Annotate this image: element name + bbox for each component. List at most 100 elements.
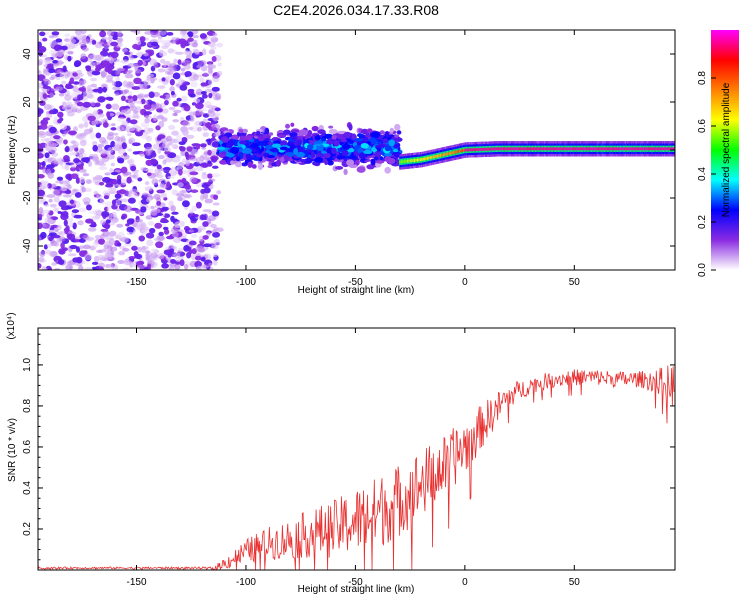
noise-cell: [58, 200, 67, 208]
echo-cell: [358, 152, 367, 159]
noise-cell: [133, 250, 139, 257]
noise-cell: [65, 225, 70, 232]
noise-cell: [71, 209, 80, 214]
noise-cell: [212, 202, 220, 206]
echo-cell: [229, 146, 240, 154]
noise-cell: [199, 78, 205, 83]
echo-cell: [354, 137, 364, 142]
noise-cell: [103, 195, 110, 200]
noise-cell: [47, 140, 55, 147]
noise-cell: [38, 58, 44, 66]
noise-cell: [110, 178, 118, 185]
noise-cell: [61, 71, 69, 75]
noise-cell: [216, 70, 223, 77]
echo-cell: [324, 158, 329, 166]
snr-frame: [37, 327, 676, 571]
noise-cell: [102, 176, 111, 183]
colorbar-tick-label: 0.6: [697, 119, 708, 133]
noise-cell: [117, 148, 126, 155]
noise-cell: [117, 157, 125, 164]
noise-cell: [94, 119, 100, 125]
echo-cell: [247, 161, 253, 168]
noise-cell: [98, 166, 108, 171]
noise-cell: [197, 225, 207, 231]
noise-cell: [99, 136, 107, 144]
noise-cell: [53, 196, 60, 203]
noise-cell: [211, 165, 219, 169]
noise-cell: [171, 37, 180, 41]
noise-cell: [215, 93, 222, 100]
noise-cell: [128, 174, 137, 178]
echo-cell: [245, 152, 252, 160]
noise-cell: [127, 158, 135, 165]
noise-cell: [104, 172, 111, 176]
noise-cell: [120, 59, 129, 64]
noise-cell: [133, 77, 142, 85]
noise-cell: [63, 219, 68, 227]
noise-cell: [77, 94, 84, 101]
noise-cell: [185, 159, 190, 165]
echo-cell: [388, 139, 396, 147]
noise-cell: [97, 96, 106, 103]
noise-cell: [69, 199, 75, 205]
noise-cell: [39, 123, 48, 130]
noise-cell: [195, 165, 204, 172]
noise-cell: [200, 188, 206, 194]
colorbar: 0.0 0.2 0.4 0.6 0.8 Normalized spectral ampl…: [697, 30, 739, 277]
noise-cell: [118, 250, 126, 256]
noise-cell: [201, 93, 208, 99]
noise-cell: [107, 253, 113, 260]
echo-cell: [229, 160, 235, 165]
noise-cell: [99, 198, 106, 205]
noise-cell: [114, 193, 122, 199]
noise-cell: [173, 58, 178, 64]
noise-cell: [55, 138, 60, 143]
noise-cell: [168, 266, 175, 270]
noise-cell: [207, 109, 214, 114]
noise-cell: [211, 86, 220, 92]
echo-cell: [283, 129, 291, 135]
noise-cell: [190, 189, 199, 193]
noise-cell: [144, 181, 150, 186]
noise-cell: [162, 226, 169, 231]
noise-cell: [90, 77, 98, 82]
noise-cell: [188, 249, 193, 255]
noise-cell: [92, 144, 99, 152]
snr-x-tick-label: -100: [236, 577, 256, 588]
noise-cell: [196, 126, 202, 132]
echo-cell: [243, 147, 252, 154]
noise-cell: [184, 151, 189, 158]
noise-cell: [48, 110, 55, 115]
colorbar-tick-label: 0.8: [697, 71, 708, 85]
noise-cell: [196, 143, 201, 150]
echo-cell: [331, 147, 337, 155]
echo-cell: [343, 131, 352, 138]
noise-cell: [189, 176, 198, 183]
noise-cell: [171, 211, 179, 215]
echo-cell: [346, 159, 355, 166]
noise-cell: [42, 117, 51, 121]
noise-cell: [139, 84, 148, 90]
noise-cell: [98, 266, 105, 270]
noise-cell: [68, 130, 77, 136]
noise-cell: [172, 119, 179, 123]
noise-cell: [64, 146, 70, 153]
noise-cell: [110, 127, 117, 131]
spectrogram-x-tick-label: -100: [236, 277, 256, 288]
noise-cell: [58, 248, 66, 255]
noise-cell: [68, 221, 74, 228]
noise-cell: [150, 32, 158, 38]
noise-cell: [207, 149, 212, 156]
noise-cell: [105, 79, 114, 83]
noise-cell: [85, 218, 94, 224]
noise-cell: [152, 143, 161, 150]
noise-cell: [101, 37, 107, 41]
noise-cell: [76, 101, 84, 107]
echo-cell: [384, 166, 391, 174]
noise-cell: [94, 234, 102, 239]
noise-cell: [135, 94, 144, 99]
noise-cell: [211, 123, 221, 131]
noise-cell: [38, 131, 46, 136]
noise-cell: [105, 103, 112, 110]
echo-cell: [375, 144, 385, 148]
